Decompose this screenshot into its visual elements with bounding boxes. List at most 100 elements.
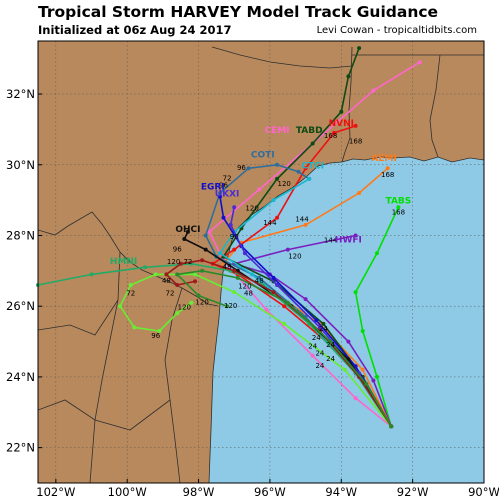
model-label-cemi: CEMI [265, 126, 290, 136]
track-cemi [208, 61, 421, 428]
track-point-cemi [310, 353, 315, 358]
track-point-unlabeled [175, 311, 180, 316]
track-point-unlabeled [328, 339, 333, 344]
forecast-hour-label: 120 [288, 253, 301, 261]
forecast-hour-label: 24 [326, 355, 335, 363]
track-point-unlabeled [175, 283, 180, 287]
track-point-tabd [339, 109, 344, 114]
track-point-nvni [303, 166, 308, 171]
forecast-hour-label: 24 [315, 350, 324, 358]
track-point-unlabeled [196, 293, 201, 298]
track-point-egri [221, 215, 226, 220]
track-point-aemi [360, 367, 365, 372]
model-label-egri: EGRI [201, 183, 225, 193]
track-point-ctci [271, 198, 276, 203]
track-point-ohci [185, 229, 190, 234]
forecast-hour-label: 144 [263, 219, 277, 227]
track-point-unlabeled [271, 290, 276, 295]
page-title: Tropical Storm HARVEY Model Track Guidan… [38, 3, 439, 21]
track-point-unlabeled [164, 272, 169, 277]
track-point-tabs [375, 374, 379, 379]
track-point-nvni [282, 304, 287, 309]
forecast-hour-label: 96 [230, 233, 239, 241]
red-river-border [211, 46, 353, 69]
track-point-unlabeled [225, 304, 230, 309]
track-point-ukxi [228, 222, 233, 227]
track-point-tabs [360, 329, 365, 333]
model-label-nvni: NVNI [329, 119, 354, 129]
lat-tick-label: 28°N [6, 228, 35, 242]
lat-tick-label: 32°N [6, 87, 35, 101]
track-point-coti [218, 191, 222, 195]
lon-tick-label: 94°W [325, 485, 357, 499]
track-point-unlabeled [189, 300, 194, 305]
track-point-unlabeled [128, 283, 133, 287]
lat-tick-label: 22°N [6, 441, 35, 455]
track-point-unlabeled [232, 290, 237, 295]
track-point-aemi [303, 222, 308, 227]
track-point-ukxi [317, 325, 322, 330]
track-tabs [354, 206, 400, 427]
track-point-hwfi [285, 247, 290, 252]
track-point-ctci [218, 251, 222, 256]
model-label-ukxi: UKXI [215, 190, 240, 200]
track-point-nvni [275, 215, 280, 220]
init-time: Initialized at 06z Aug 24 2017 [38, 23, 232, 37]
track-point-ukxi [275, 283, 280, 287]
forecast-hour-label: 168 [324, 132, 337, 140]
track-point-cemi [264, 307, 269, 312]
forecast-hour-label: 120 [178, 304, 191, 312]
model-tracks [36, 46, 422, 429]
track-point-coti [203, 233, 208, 238]
track-point-unlabeled [118, 304, 123, 309]
forecast-hour-label: 24 [308, 343, 317, 351]
track-point-tabd [321, 321, 326, 326]
lon-tick-label: 98°W [183, 485, 215, 499]
lon-tick-label: 102°W [36, 485, 75, 499]
forecast-hour-label: 144 [324, 237, 338, 245]
track-point-unlabeled [193, 279, 197, 284]
forecast-hour-label: 96 [237, 164, 246, 172]
model-label-ohci: OHCI [175, 225, 200, 235]
mexico-state-border-2 [164, 287, 183, 483]
forecast-hour-label: 96 [151, 332, 160, 340]
track-unlabeled [119, 273, 392, 427]
mexico-state-border-3 [38, 299, 119, 336]
lat-tick-label: 26°N [6, 299, 35, 313]
track-point-tabs [353, 290, 358, 295]
track-point-unlabeled [178, 261, 183, 266]
track-point-unlabeled [200, 258, 205, 263]
forecast-hour-label: 120 [238, 283, 251, 291]
track-point-ukxi [232, 205, 237, 210]
forecast-hour-label: 24 [315, 362, 324, 370]
forecast-hour-label: 72 [183, 258, 192, 266]
forecast-hour-label: 120 [224, 302, 237, 310]
track-point-egri [314, 318, 319, 323]
track-point-aemi [385, 166, 390, 171]
track-point-coti [275, 162, 280, 167]
mexico-state-border-1 [89, 251, 121, 483]
lat-tick-label: 24°N [6, 370, 35, 384]
track-point-coti [296, 169, 301, 174]
track-point-nvni [332, 130, 337, 135]
lon-tick-label: 92°W [397, 485, 429, 499]
credit-line: Levi Cowan - tropicaltidbits.com [316, 25, 477, 36]
forecast-hour-label: 48 [244, 290, 253, 298]
track-point-ukxi [242, 251, 247, 256]
forecast-hour-label: 120 [167, 258, 180, 266]
track-point-hwfi [346, 339, 351, 344]
track-point-tabs [375, 251, 379, 256]
track-point-cemi [207, 229, 212, 234]
track-point-unlabeled [153, 272, 158, 277]
track-point-tabd [346, 74, 351, 79]
forecast-hour-label: 48 [255, 277, 264, 285]
track-point-ohci [346, 357, 351, 362]
model-label-ctci: CTCI [301, 161, 324, 171]
track-point-cemi [257, 187, 262, 192]
plot-frame [37, 40, 485, 484]
axis-ticks: 102°W 100°W 98°W 96°W 94°W 92°W 90°W 22°N 24°N 26… [6, 87, 499, 499]
track-point-nvni [232, 247, 237, 252]
track-point-tabd [357, 46, 362, 51]
